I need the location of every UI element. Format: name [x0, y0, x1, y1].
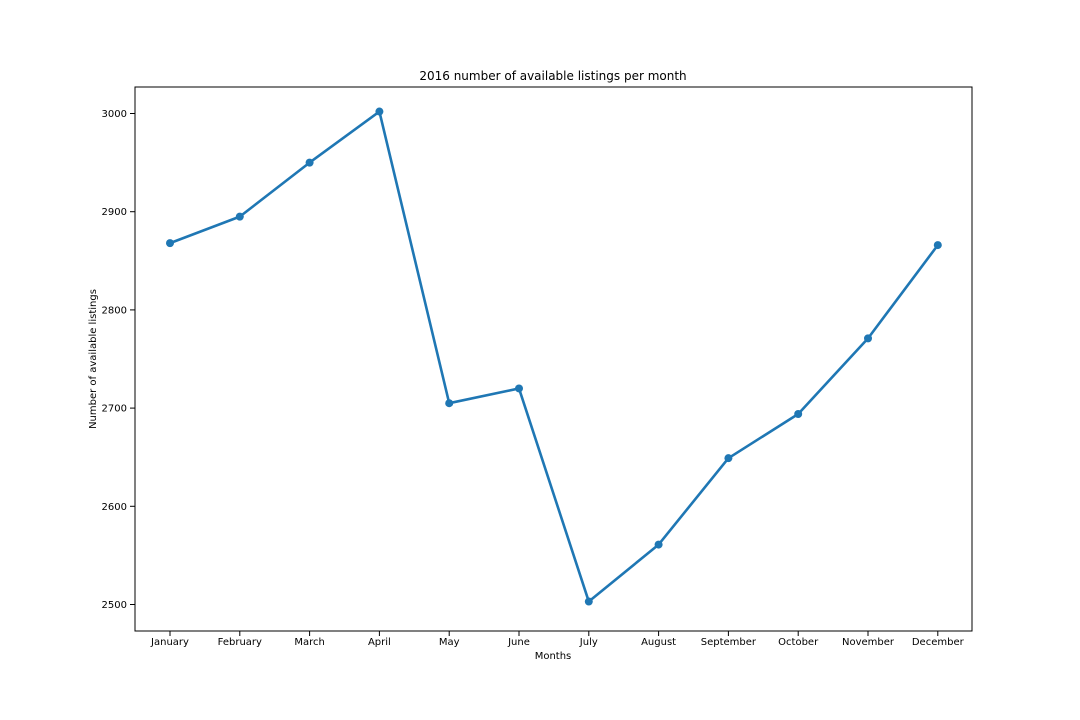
plot-area [134, 86, 973, 632]
y-tick-label: 2500 [102, 600, 127, 611]
x-tick-label: June [507, 637, 530, 648]
data-point [654, 540, 663, 549]
series-line [169, 110, 939, 603]
data-point [584, 597, 593, 606]
x-axis-label: Months [535, 651, 572, 662]
data-point [794, 409, 803, 418]
data-point [515, 384, 523, 393]
data-point [375, 107, 384, 116]
data-point [166, 239, 174, 248]
x-tick-label: July [579, 637, 598, 648]
y-axis: 2500 2600 2700 2800 2900 3000 [102, 109, 135, 611]
x-tick-label: May [439, 637, 460, 648]
x-tick-label: April [368, 637, 391, 648]
y-tick-label: 3000 [102, 109, 127, 120]
y-axis-label: Number of available listings [88, 289, 99, 429]
y-tick-label: 2900 [102, 207, 127, 218]
x-tick-label: September [701, 637, 757, 648]
data-point [724, 454, 733, 463]
data-point [305, 158, 314, 167]
x-tick-label: August [641, 637, 676, 648]
x-tick-label: February [218, 637, 262, 648]
y-tick-label: 2600 [102, 502, 127, 513]
x-tick-label: March [294, 637, 324, 648]
series-markers [166, 107, 942, 606]
data-point [933, 241, 942, 250]
data-point [235, 212, 244, 221]
y-tick-label: 2700 [102, 404, 127, 415]
data-point [445, 399, 454, 408]
chart-title: 2016 number of available listings per mo… [419, 69, 686, 83]
y-tick-label: 2800 [102, 305, 127, 316]
data-point [864, 334, 872, 343]
x-tick-label: November [842, 637, 895, 648]
x-tick-label: January [150, 637, 189, 648]
x-tick-label: October [778, 637, 819, 648]
x-axis: January February March April May June July Augu… [150, 631, 965, 648]
x-tick-label: December [912, 637, 965, 648]
